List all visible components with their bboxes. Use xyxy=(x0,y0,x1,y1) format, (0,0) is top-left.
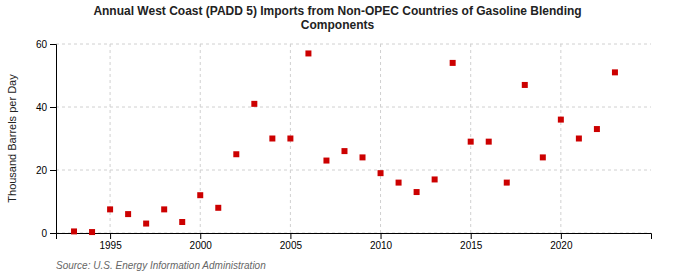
grid-line-x xyxy=(110,44,111,233)
point xyxy=(558,117,564,123)
tick-mark xyxy=(50,44,56,45)
point xyxy=(378,170,384,176)
tick-mark xyxy=(50,107,56,108)
tick-mark xyxy=(290,233,291,239)
axis-line xyxy=(57,234,652,240)
tick: 1995 xyxy=(99,233,122,251)
grid-line-x xyxy=(560,44,561,233)
points xyxy=(71,50,618,235)
tick-mark xyxy=(200,233,201,239)
grid-line-x xyxy=(470,44,471,233)
point xyxy=(287,136,293,142)
title-line: Annual West Coast (PADD 5) Imports from … xyxy=(93,4,581,18)
point xyxy=(486,139,492,145)
tick-label: 2010 xyxy=(370,240,393,251)
point xyxy=(143,221,149,227)
tick-mark xyxy=(561,233,562,239)
tick-label: 2015 xyxy=(460,240,483,251)
point xyxy=(197,192,203,198)
tick-label: 1995 xyxy=(99,240,122,251)
tick: 2005 xyxy=(280,233,303,251)
tick-mark xyxy=(50,170,56,171)
grid xyxy=(56,44,651,233)
point xyxy=(71,228,77,234)
tick-label: 2005 xyxy=(280,240,303,251)
tick-label: 0 xyxy=(41,228,47,239)
tick-mark xyxy=(471,233,472,239)
point xyxy=(504,180,510,186)
point xyxy=(89,229,95,235)
x-axis: 1995 2000 2005 2010 2015 2020 xyxy=(57,233,652,251)
plot: 1995 2000 2005 2010 2015 2020 0 20 40 60 xyxy=(36,39,652,251)
point xyxy=(323,158,329,164)
point xyxy=(125,211,131,217)
point xyxy=(414,189,420,195)
tick-mark xyxy=(50,233,56,234)
point xyxy=(360,154,366,160)
point xyxy=(540,154,546,160)
y-axis: 0 20 40 60 xyxy=(36,39,57,239)
axis-line xyxy=(50,45,57,234)
tick-mark xyxy=(381,233,382,239)
point xyxy=(522,82,528,88)
tick-mark xyxy=(110,233,111,239)
point xyxy=(612,69,618,75)
tick: 0 xyxy=(41,228,56,239)
tick-label: 40 xyxy=(36,102,48,113)
tick: 60 xyxy=(36,39,56,50)
point xyxy=(450,60,456,66)
point xyxy=(432,176,438,182)
point xyxy=(179,219,185,225)
chart: Annual West Coast (PADD 5) Imports from … xyxy=(0,0,675,275)
tick-label: 2020 xyxy=(550,240,573,251)
grid-line-y xyxy=(56,44,651,45)
tick: 2000 xyxy=(190,233,213,251)
point xyxy=(233,151,239,157)
tick-label: 60 xyxy=(36,39,48,50)
point xyxy=(576,136,582,142)
point xyxy=(161,206,167,212)
point xyxy=(107,206,113,212)
point xyxy=(305,50,311,56)
title: Annual West Coast (PADD 5) Imports from … xyxy=(93,4,581,32)
grid-line-x xyxy=(380,44,381,233)
tick: 20 xyxy=(36,165,56,176)
point xyxy=(396,180,402,186)
point xyxy=(269,136,275,142)
grid-line-y xyxy=(56,170,651,171)
tick: 2020 xyxy=(550,233,573,251)
y-axis-label: Thousand Barrels per Day xyxy=(6,74,18,203)
point xyxy=(468,139,474,145)
tick: 2015 xyxy=(460,233,483,251)
tick-label: 20 xyxy=(36,165,48,176)
point xyxy=(215,205,221,211)
tick: 40 xyxy=(36,102,56,113)
point xyxy=(594,126,600,132)
grid-line-y xyxy=(56,107,651,108)
source: Source: U.S. Energy Information Administ… xyxy=(56,260,266,271)
title-line: Components xyxy=(301,18,375,32)
grid-line-x xyxy=(200,44,201,233)
point xyxy=(251,101,257,107)
tick: 2010 xyxy=(370,233,393,251)
point xyxy=(341,148,347,154)
tick-label: 2000 xyxy=(190,240,213,251)
